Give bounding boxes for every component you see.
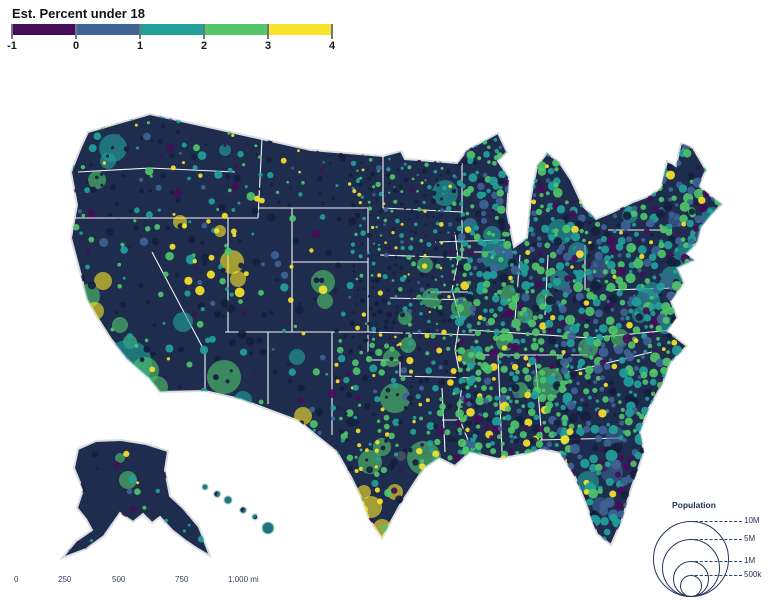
size-legend-leader — [690, 575, 742, 576]
distance-scale-label: 0 — [14, 575, 19, 584]
legend-swatch — [76, 24, 140, 35]
distance-scale-label: 1,000 mi — [228, 575, 259, 584]
legend-swatch — [204, 24, 268, 35]
color-legend-swatches — [12, 24, 332, 35]
size-legend-leader — [690, 561, 742, 562]
legend-tick-mark — [139, 24, 141, 39]
legend-tick-label: 3 — [264, 40, 272, 52]
distance-scale-label: 500 — [112, 575, 126, 584]
legend-tick-mark — [331, 24, 333, 39]
legend-tick-mark — [11, 24, 13, 39]
legend-tick-label: 0 — [72, 40, 80, 52]
size-legend-leader — [690, 539, 742, 540]
distance-scale-label: 250 — [58, 575, 72, 584]
legend-tick-mark — [75, 24, 77, 39]
size-legend-leader — [690, 521, 742, 522]
legend-tick-mark — [203, 24, 205, 39]
distance-scale-label: 750 — [175, 575, 189, 584]
legend-tick-label: 2 — [200, 40, 208, 52]
size-legend-label: 10M — [744, 516, 760, 525]
population-size-legend: Population 10M 5M 1M 500k — [648, 498, 782, 598]
distance-scale: 0 250 500 750 1,000 mi — [0, 572, 290, 590]
size-legend-label: 5M — [744, 534, 756, 543]
color-legend: Est. Percent under 18 -1 0 1 2 3 4 — [0, 0, 345, 56]
size-legend-ring — [680, 575, 702, 597]
color-legend-title: Est. Percent under 18 — [12, 6, 145, 21]
legend-swatch — [268, 24, 332, 35]
legend-swatch — [12, 24, 76, 35]
legend-tick-label: 4 — [328, 40, 336, 52]
legend-swatch — [140, 24, 204, 35]
legend-tick-label: -1 — [7, 40, 17, 52]
legend-tick-mark — [267, 24, 269, 39]
size-legend-title: Population — [672, 500, 716, 510]
size-legend-label: 1M — [744, 556, 756, 565]
size-legend-label: 500k — [744, 570, 762, 579]
legend-tick-label: 1 — [136, 40, 144, 52]
